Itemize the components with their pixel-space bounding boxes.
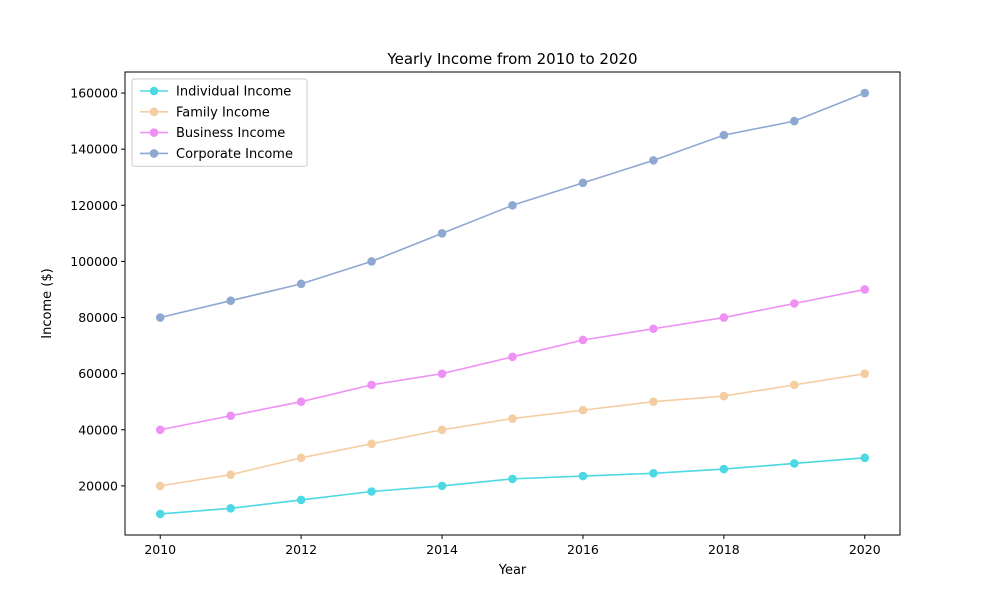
series-individual-income [155,453,870,519]
y-tick-label: 140000 [70,142,118,157]
legend-swatch-marker [149,149,159,158]
legend-entry: Corporate Income [140,147,293,162]
x-tick-label: 2020 [849,542,881,557]
data-point [790,116,799,126]
data-point [578,471,588,481]
y-tick-label: 120000 [70,198,118,213]
legend-swatch-marker [149,107,159,117]
data-point [296,453,306,463]
legend-label: Business Income [176,126,285,141]
data-point [226,470,235,479]
legend-frame [131,78,308,167]
data-point [155,481,165,491]
legend-swatch-marker [149,128,159,137]
data-point [155,425,165,435]
x-tick-label: 2010 [144,542,176,557]
data-point [578,178,588,188]
data-point [508,474,517,484]
data-point [649,468,658,478]
data-point [860,453,870,463]
x-tick-label: 2016 [567,542,599,557]
data-point [226,296,235,305]
data-point [437,425,447,435]
y-tick-label: 40000 [78,422,118,437]
y-tick-label: 20000 [78,478,118,493]
series-layer [155,88,870,519]
data-point [508,352,517,362]
x-tick-label: 2018 [708,542,740,557]
y-tick-label: 100000 [70,254,118,269]
data-point [719,313,729,322]
series-line [160,372,865,487]
legend-entry: Business Income [140,126,285,141]
data-point [367,257,376,266]
data-point [719,391,729,401]
data-point [226,504,235,513]
data-point [860,88,870,98]
data-point [790,459,799,468]
chart-title: Yearly Income from 2010 to 2020 [386,50,637,68]
series-corporate-income [155,88,870,322]
y-axis: 20000 40000 60000 80000 100000 120000 140000 16… [70,86,125,493]
data-point [367,380,376,390]
data-point [367,439,376,449]
series-family-income [155,369,870,491]
legend-label: Individual Income [176,85,291,100]
data-point [226,411,235,421]
legend-label: Corporate Income [176,147,293,162]
data-point [155,313,165,322]
y-tick-label: 60000 [78,366,118,381]
data-point [790,299,799,308]
data-point [437,481,447,491]
data-point [508,200,517,210]
y-tick-label: 80000 [78,310,118,325]
x-tick-label: 2014 [426,542,458,557]
legend-entry: Family Income [140,105,270,120]
data-point [155,509,165,519]
data-point [367,487,376,496]
plot-area-frame [124,71,901,536]
series-business-income [155,285,870,435]
y-tick-label: 160000 [70,86,118,101]
x-tick-label: 2012 [285,542,317,557]
data-point [719,130,729,140]
data-point [649,156,658,165]
data-point [508,414,517,423]
data-point [296,495,306,505]
legend-swatch-marker [149,86,159,96]
data-point [578,405,588,415]
data-point [860,369,870,378]
legend-label: Family Income [176,105,270,120]
data-point [719,464,729,474]
legend-entry: Individual Income [140,85,291,100]
data-point [649,397,658,407]
y-axis-title: Income ($) [40,268,55,338]
data-point [296,279,306,289]
data-point [437,369,447,378]
x-axis-title: Year [498,563,527,578]
data-point [790,380,799,390]
legend: Individual Income Family Income Business I… [131,78,308,167]
data-point [649,324,658,334]
data-point [437,229,447,238]
data-point [860,285,870,294]
x-axis: 2010 2012 2014 2016 2018 2020 [144,535,881,557]
data-point [296,397,306,407]
data-point [578,335,588,345]
